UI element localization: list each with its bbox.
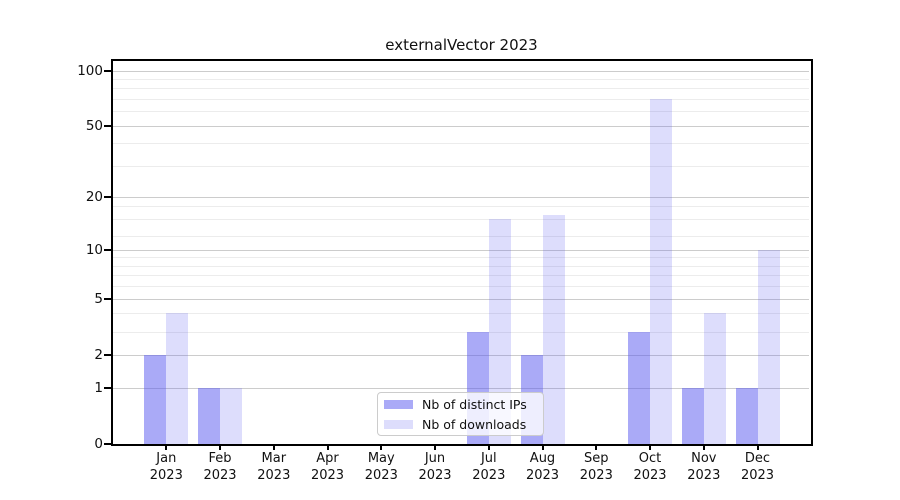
legend-entry-distinct-ips: Nb of distinct IPs	[384, 396, 537, 413]
minor-gridline	[113, 88, 809, 90]
bar-distinct-ips	[198, 387, 220, 444]
x-tick-mark	[434, 444, 436, 450]
x-tick-label: Mar 2023	[257, 451, 291, 483]
bar-downloads	[703, 313, 726, 444]
bar-distinct-ips	[144, 354, 167, 444]
x-tick-mark	[219, 444, 221, 450]
x-tick-mark	[326, 444, 329, 450]
plot-frame	[111, 59, 813, 446]
bar-downloads	[542, 214, 565, 444]
y-tick-mark	[104, 353, 111, 356]
x-tick-mark	[756, 444, 759, 450]
bar-downloads	[488, 219, 511, 444]
minor-gridline	[113, 257, 809, 259]
bar-downloads	[166, 313, 189, 444]
x-tick-mark	[649, 444, 651, 450]
y-tick-mark	[104, 442, 111, 445]
major-gridline	[113, 354, 809, 356]
chart-title: externalVector 2023	[385, 36, 538, 54]
minor-gridline	[113, 219, 809, 221]
legend-label-distinct-ips: Nb of distinct IPs	[422, 396, 527, 412]
y-tick-mark	[104, 386, 111, 389]
x-tick-label: May 2023	[364, 451, 398, 483]
major-gridline	[113, 298, 809, 300]
y-tick-mark	[104, 69, 111, 72]
y-tick-label: 100	[77, 62, 103, 79]
major-gridline	[113, 70, 809, 72]
y-tick-label: 1	[94, 379, 103, 396]
x-tick-label: Jan 2023	[149, 451, 183, 483]
x-tick-label: Aug 2023	[525, 451, 560, 483]
y-tick-label: 2	[94, 346, 103, 363]
x-tick-label: Jul 2023	[472, 451, 506, 483]
major-gridline	[113, 387, 809, 389]
x-tick-mark	[380, 444, 383, 450]
y-tick-label: 50	[85, 117, 103, 134]
bar-distinct-ips	[735, 387, 758, 444]
minor-gridline	[113, 143, 809, 145]
bar-distinct-ips	[628, 331, 650, 444]
x-tick-label: Feb 2023	[203, 451, 237, 483]
minor-gridline	[113, 166, 809, 167]
minor-gridline	[113, 286, 809, 288]
y-tick-label: 5	[94, 290, 103, 307]
minor-gridline	[113, 111, 809, 113]
major-gridline	[113, 249, 809, 251]
minor-gridline	[113, 313, 809, 315]
minor-gridline	[113, 275, 809, 277]
x-tick-label: Nov 2023	[687, 451, 721, 483]
y-tick-label: 20	[85, 189, 103, 206]
y-tick-mark	[104, 248, 111, 251]
x-tick-label: Apr 2023	[310, 451, 345, 483]
x-tick-label: Sep 2023	[579, 451, 613, 483]
x-tick-label: Oct 2023	[633, 451, 667, 483]
x-tick-mark	[702, 444, 705, 450]
bar-downloads	[757, 249, 780, 444]
minor-gridline	[113, 331, 809, 333]
legend: Nb of distinct IPs Nb of downloads	[377, 392, 544, 436]
major-gridline	[113, 125, 809, 127]
minor-gridline	[113, 236, 809, 238]
x-tick-mark	[487, 444, 490, 450]
y-tick-mark	[104, 196, 111, 199]
x-tick-label: Jun 2023	[418, 451, 452, 483]
major-gridline	[113, 197, 809, 199]
legend-label-downloads: Nb of downloads	[422, 416, 527, 432]
y-tick-label: 0	[94, 435, 103, 452]
bar-downloads	[220, 387, 242, 444]
legend-entry-downloads: Nb of downloads	[384, 416, 537, 433]
minor-gridline	[113, 78, 809, 80]
legend-swatch-distinct-ips	[384, 399, 413, 409]
x-tick-mark	[165, 444, 168, 450]
x-tick-mark	[272, 444, 275, 450]
minor-gridline	[113, 265, 809, 267]
minor-gridline	[113, 205, 809, 207]
x-tick-mark	[595, 444, 598, 450]
y-tick-label: 10	[85, 241, 103, 258]
minor-gridline	[113, 99, 809, 100]
y-tick-mark	[104, 297, 111, 300]
y-tick-mark	[104, 124, 111, 127]
bar-downloads	[650, 99, 672, 444]
x-tick-mark	[541, 444, 544, 450]
x-tick-label: Dec 2023	[740, 451, 775, 483]
bar-distinct-ips	[681, 387, 704, 444]
legend-swatch-downloads	[384, 419, 413, 429]
